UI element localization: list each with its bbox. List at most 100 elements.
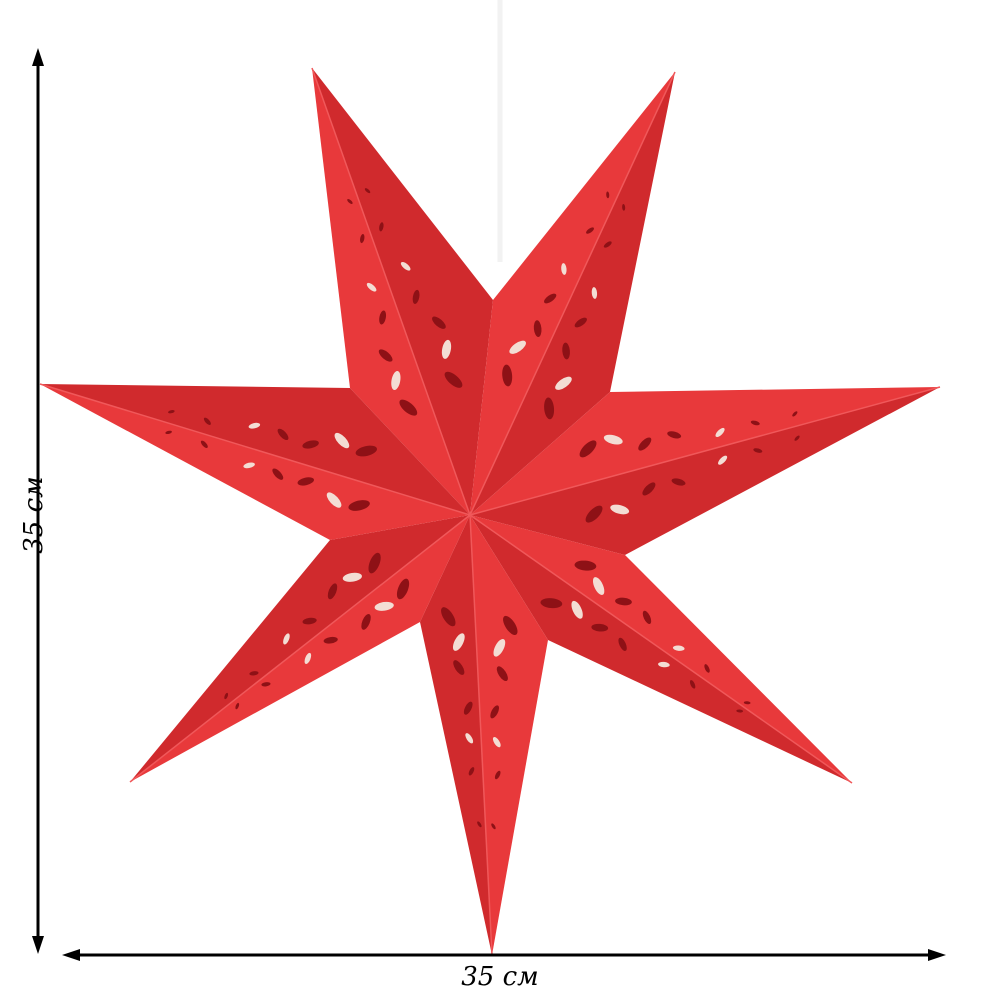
cutout-pattern: [671, 478, 686, 486]
cutout-pattern: [562, 342, 570, 360]
cutout-pattern: [277, 428, 289, 441]
cutout-pattern: [378, 349, 393, 362]
cutout-pattern: [323, 636, 338, 644]
arm-ridge: [469, 514, 853, 784]
cutout-pattern: [503, 615, 518, 636]
cutout-pattern: [441, 339, 452, 359]
width-label: 35 см: [461, 962, 539, 992]
cutout-pattern: [658, 661, 670, 668]
cutout-pattern: [492, 737, 501, 748]
cutout-pattern: [603, 434, 623, 445]
cutout-pattern: [379, 310, 387, 325]
cutout-pattern: [203, 417, 211, 425]
cutout-pattern: [360, 234, 365, 244]
arm-ridge: [469, 386, 941, 516]
cutout-pattern: [502, 364, 513, 387]
cutout-pattern: [468, 767, 475, 776]
cutout-pattern: [642, 482, 656, 496]
cutout-pattern: [399, 399, 418, 416]
cutout-pattern: [544, 397, 555, 420]
cutout-pattern: [689, 680, 696, 689]
cutout-pattern: [642, 610, 652, 625]
cutout-pattern: [792, 411, 798, 417]
cutout-pattern: [261, 682, 271, 687]
cutout-pattern: [342, 572, 362, 582]
cutout-pattern: [555, 376, 572, 390]
cutout-pattern: [540, 598, 563, 609]
cutout-pattern: [704, 664, 710, 673]
cutout-pattern: [561, 263, 567, 275]
height-dimension-arrow: [32, 48, 44, 954]
cutout-pattern: [302, 617, 317, 625]
cutout-pattern: [348, 500, 370, 511]
star-arm-face: [470, 387, 940, 555]
cutout-pattern: [297, 477, 315, 486]
cutout-pattern: [235, 702, 240, 710]
cutout-pattern: [586, 227, 594, 234]
cutout-pattern: [243, 462, 255, 469]
cutout-pattern: [715, 427, 725, 438]
cutout-pattern: [591, 287, 598, 299]
cutout-pattern: [168, 410, 175, 414]
arm-ridge: [469, 71, 676, 516]
cutout-pattern: [374, 601, 394, 611]
arm-ridge: [311, 67, 471, 516]
cutout-pattern: [361, 613, 371, 630]
cutout-pattern: [494, 770, 501, 780]
cutout-pattern: [347, 199, 353, 204]
red-paper-star: [39, 67, 941, 956]
cutout-pattern: [571, 600, 583, 619]
cutout-pattern: [364, 188, 371, 194]
cutout-pattern: [368, 552, 381, 574]
cutout-pattern: [750, 420, 760, 426]
cutout-pattern: [379, 222, 384, 232]
cutout-pattern: [327, 583, 338, 600]
cutout-pattern: [355, 445, 378, 457]
cutout-pattern: [326, 492, 342, 508]
cutout-pattern: [753, 448, 763, 453]
cutout-pattern: [304, 652, 312, 665]
cutout-pattern: [585, 505, 603, 523]
cutout-pattern: [477, 821, 482, 828]
cutout-pattern: [366, 282, 377, 292]
cutout-pattern: [606, 191, 610, 199]
cutout-pattern: [432, 316, 446, 329]
cutout-pattern: [490, 705, 499, 719]
cutout-pattern: [400, 261, 411, 271]
cutout-pattern: [334, 432, 350, 449]
cutout-pattern: [272, 468, 284, 480]
cutout-pattern: [509, 340, 526, 354]
cutout-pattern: [667, 431, 682, 439]
cutout-pattern: [248, 422, 261, 429]
width-dimension-arrow: [62, 949, 946, 961]
cutout-pattern: [672, 645, 685, 651]
cutout-pattern: [200, 440, 208, 448]
cutout-pattern: [615, 597, 632, 606]
cutout-pattern: [224, 692, 229, 700]
cutout-pattern: [165, 430, 172, 435]
cutout-pattern: [452, 633, 465, 651]
star-arm-face: [470, 515, 548, 955]
cutout-pattern: [453, 660, 465, 675]
cutout-pattern: [544, 293, 557, 304]
arm-ridge: [469, 514, 493, 956]
cutout-pattern: [592, 577, 605, 595]
cutout-pattern: [391, 370, 401, 391]
cutout-pattern: [463, 701, 473, 715]
cutout-pattern: [491, 823, 496, 830]
cutout-pattern: [579, 440, 597, 458]
cutout-pattern: [444, 371, 463, 388]
cutout-pattern: [249, 671, 259, 676]
cutout-pattern: [794, 435, 800, 441]
cutout-pattern: [618, 637, 627, 651]
cutout-pattern: [718, 455, 728, 465]
cutout-pattern: [622, 204, 626, 211]
cutout-pattern: [736, 709, 744, 713]
cutout-pattern: [533, 320, 542, 337]
cutout-pattern: [283, 633, 290, 645]
cutout-pattern: [574, 560, 597, 571]
cutout-pattern: [574, 317, 587, 328]
cutout-pattern: [603, 241, 612, 248]
